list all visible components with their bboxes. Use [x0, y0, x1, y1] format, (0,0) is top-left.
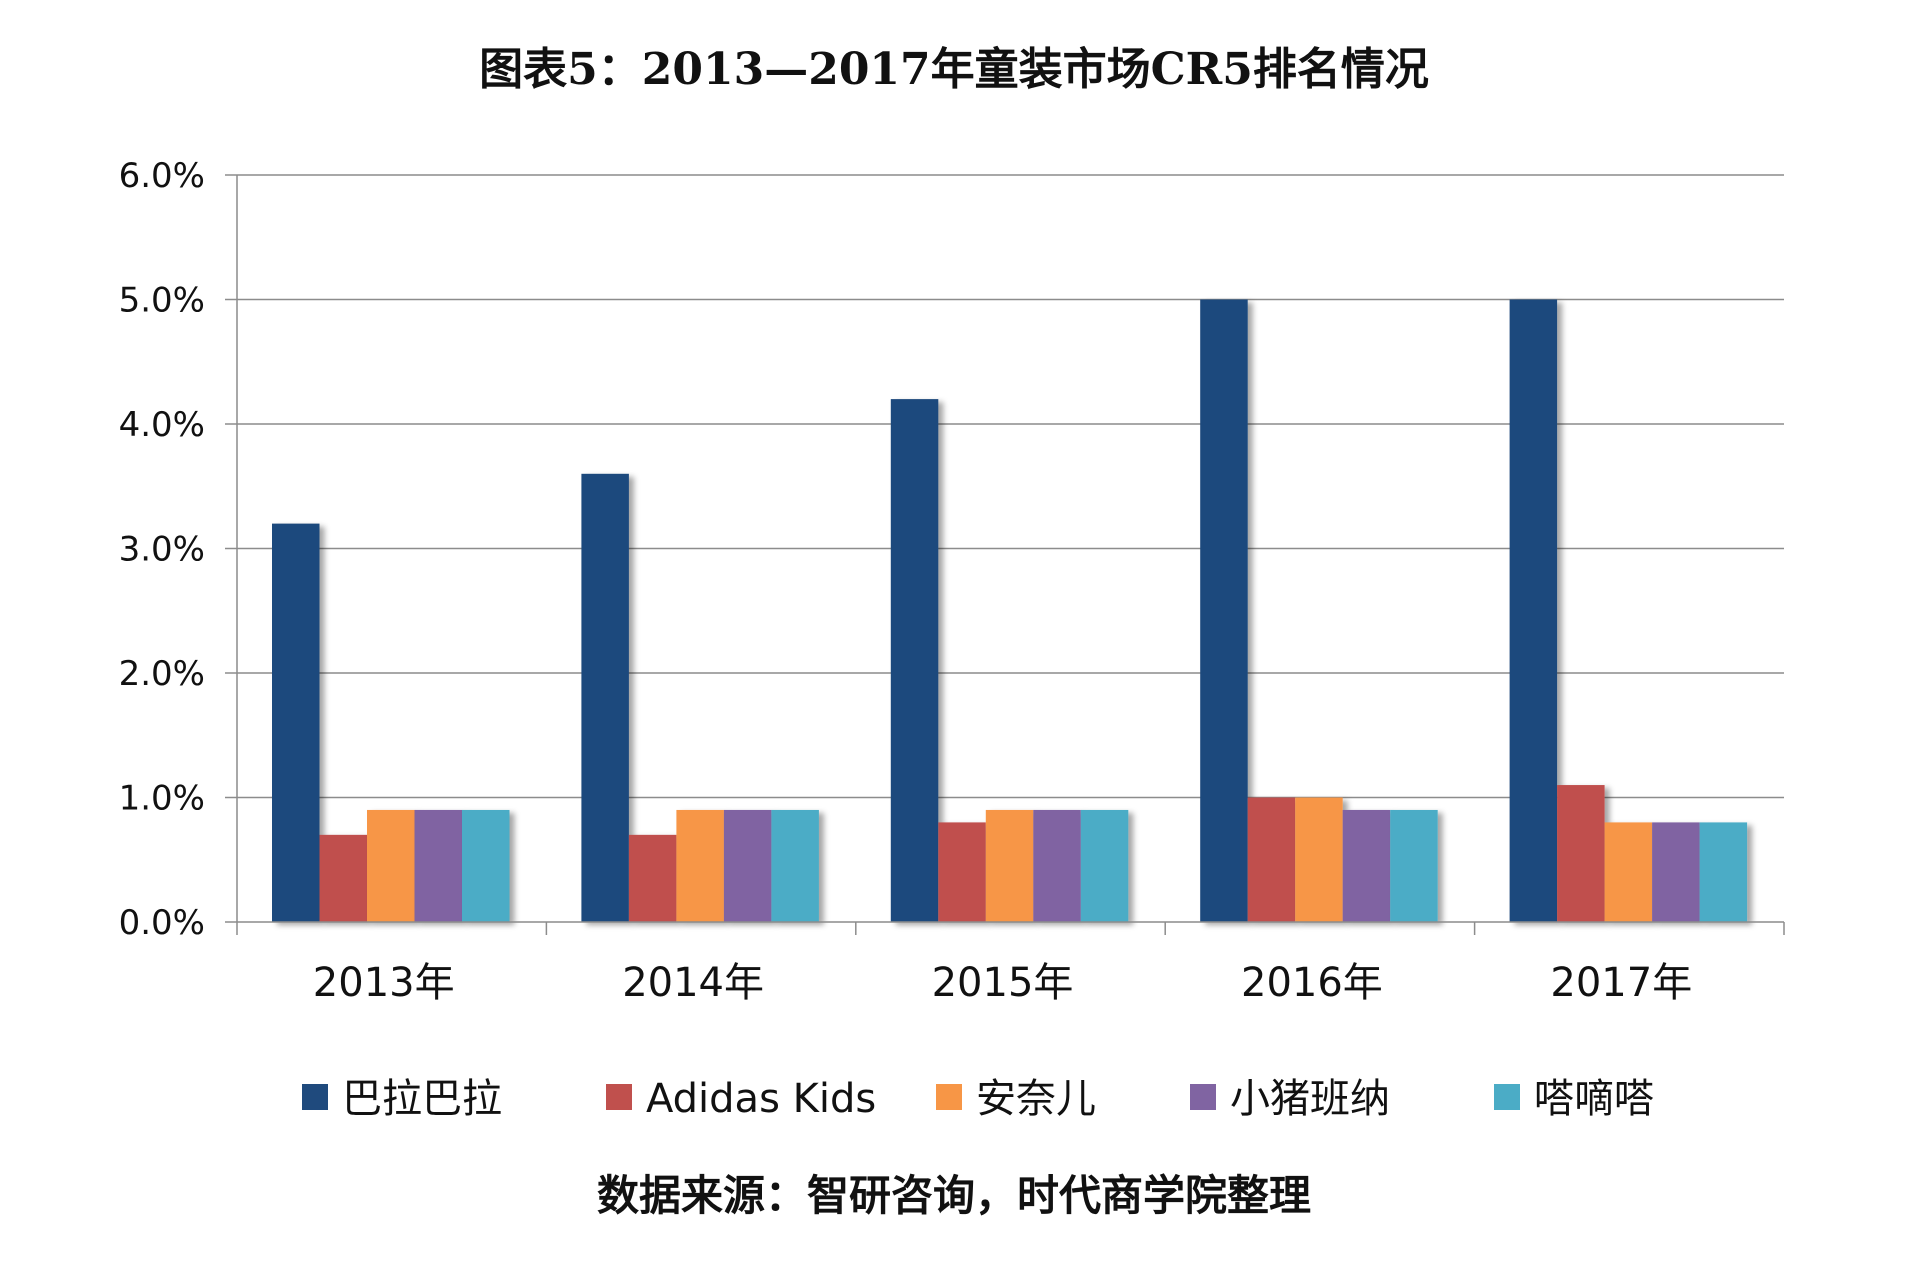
bar	[771, 809, 819, 922]
y-tick-label: 2.0%	[119, 654, 205, 694]
bar	[1247, 797, 1296, 922]
y-tick-label: 6.0%	[119, 156, 205, 196]
legend-label: 嗒嘀嗒	[1534, 1076, 1654, 1122]
y-tick-label: 4.0%	[119, 405, 205, 445]
legend-swatch	[1494, 1084, 1520, 1110]
category-group	[1200, 299, 1438, 922]
legend-swatch	[606, 1084, 632, 1110]
category-group	[890, 399, 1129, 923]
bar	[272, 523, 320, 922]
legend-item: Adidas Kids	[606, 1076, 876, 1122]
x-tick-label: 2016年	[1241, 960, 1383, 1006]
source-note: 数据来源：智研咨询，时代商学院整理	[597, 1171, 1311, 1220]
x-tick-label: 2014年	[622, 960, 764, 1006]
chart-title: 图表5：2013—2017年童装市场CR5排名情况	[479, 44, 1429, 95]
x-axis-tick-labels: 2013年 2014年 2015年 2016年 2017年	[313, 960, 1692, 1006]
y-tick-label: 3.0%	[119, 530, 205, 570]
bar	[581, 473, 629, 922]
bar	[1604, 822, 1653, 922]
legend-swatch	[1190, 1084, 1216, 1110]
axes	[236, 175, 1785, 935]
bar	[1509, 299, 1558, 922]
bar	[414, 809, 462, 922]
bar	[1200, 299, 1248, 922]
legend-swatch	[936, 1084, 962, 1110]
bar	[938, 822, 986, 922]
bar	[367, 809, 415, 922]
bars	[272, 299, 1748, 923]
category-group	[581, 473, 819, 922]
legend-label: Adidas Kids	[646, 1076, 876, 1122]
bar	[1342, 809, 1391, 922]
bar	[676, 809, 724, 922]
bar	[1033, 809, 1081, 922]
legend-item: 小猪班纳	[1190, 1076, 1390, 1122]
legend-label: 安奈儿	[976, 1076, 1096, 1122]
bar	[462, 809, 510, 922]
y-axis-tick-labels: 0.0% 1.0% 2.0% 3.0% 4.0% 5.0% 6.0%	[119, 156, 205, 943]
bar	[723, 809, 772, 922]
legend-item: 巴拉巴拉	[302, 1076, 502, 1122]
x-tick-label: 2013年	[313, 960, 455, 1006]
legend-label: 小猪班纳	[1230, 1076, 1390, 1122]
legend-item: 安奈儿	[936, 1076, 1096, 1122]
x-tick-label: 2017年	[1550, 960, 1692, 1006]
bar	[319, 834, 367, 922]
bar	[1557, 785, 1605, 922]
y-tick-label: 0.0%	[119, 903, 205, 943]
x-tick-label: 2015年	[932, 960, 1074, 1006]
legend-swatch	[302, 1084, 328, 1110]
legend-item: 嗒嘀嗒	[1494, 1076, 1654, 1122]
bar	[1699, 822, 1748, 922]
bar	[1652, 822, 1700, 922]
bar	[985, 809, 1034, 922]
bar	[890, 399, 939, 923]
legend-label: 巴拉巴拉	[342, 1076, 502, 1122]
y-tick-label: 1.0%	[119, 779, 205, 819]
bar	[628, 834, 677, 922]
legend: 巴拉巴拉 Adidas Kids 安奈儿 小猪班纳 嗒嘀嗒	[302, 1076, 1654, 1122]
y-tick-label: 5.0%	[119, 281, 205, 321]
bar	[1390, 809, 1438, 922]
bar	[1080, 809, 1129, 922]
category-group	[1509, 299, 1748, 922]
bar	[1295, 797, 1343, 922]
category-group	[272, 523, 510, 922]
